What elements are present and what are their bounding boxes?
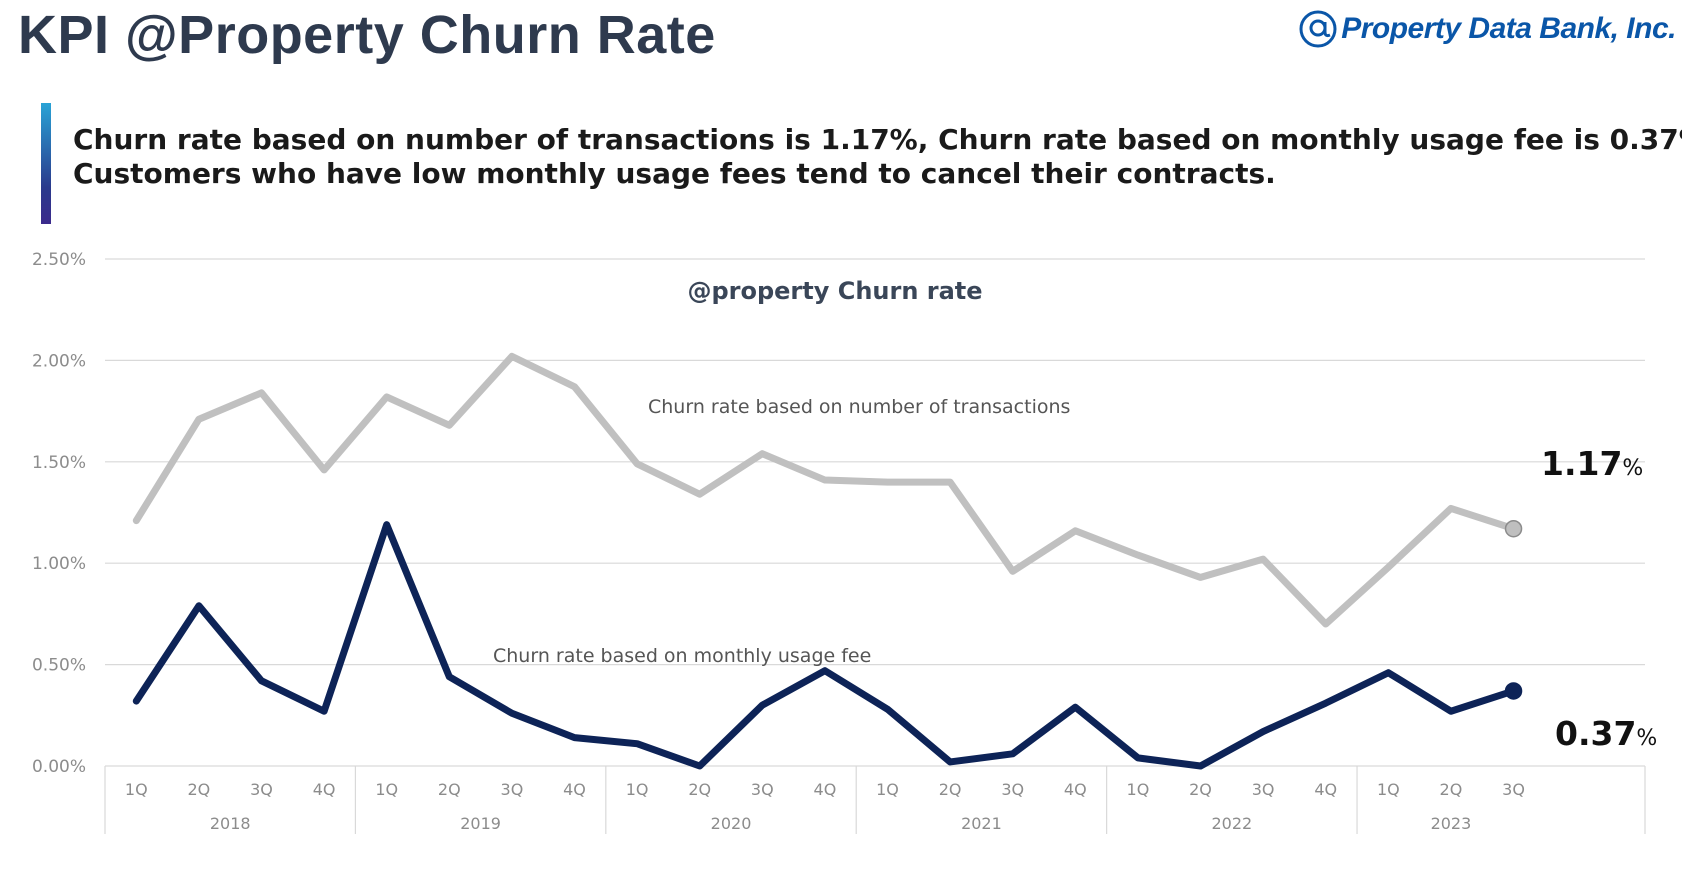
x-tick-label: 2Q xyxy=(1440,780,1463,799)
year-label: 2022 xyxy=(1211,814,1252,833)
series-usage-fee-line xyxy=(132,521,1518,770)
year-label: 2023 xyxy=(1431,814,1472,833)
x-tick-label: 1Q xyxy=(1127,780,1150,799)
x-tick-label: 2Q xyxy=(188,780,211,799)
x-tick-label: 3Q xyxy=(1502,780,1525,799)
x-tick-label: 2Q xyxy=(1189,780,1212,799)
x-tick-label: 1Q xyxy=(1377,780,1400,799)
y-tick-label: 2.50% xyxy=(32,250,86,270)
x-tick-label: 1Q xyxy=(876,780,899,799)
x-tick-label: 2Q xyxy=(939,780,962,799)
series-label-usage-fee: Churn rate based on monthly usage fee xyxy=(493,645,871,667)
chart-title: @property Churn rate xyxy=(687,277,982,305)
page-title: KPI @Property Churn Rate xyxy=(18,5,716,65)
x-tick-label: 3Q xyxy=(501,780,524,799)
series-label-transactions: Churn rate based on number of transactio… xyxy=(648,396,1070,418)
company-name: Property Data Bank, Inc. xyxy=(1341,12,1676,45)
y-tick-label: 2.00% xyxy=(32,351,86,371)
summary-line-1: Churn rate based on number of transactio… xyxy=(73,123,1682,156)
x-tick-label: 4Q xyxy=(1314,780,1337,799)
end-label-usage-fee: 0.37% xyxy=(1555,714,1657,753)
x-tick-label: 3Q xyxy=(751,780,774,799)
company-logo: Property Data Bank, Inc. xyxy=(1299,4,1676,54)
y-tick-label: 1.50% xyxy=(32,453,86,473)
x-tick-label: 3Q xyxy=(1252,780,1275,799)
summary-line-2: Customers who have low monthly usage fee… xyxy=(73,157,1276,190)
series-usage-fee-point xyxy=(1504,682,1523,700)
accent-bar xyxy=(41,103,51,224)
y-tick-label: 0.50% xyxy=(32,656,86,676)
summary-text: Churn rate based on number of transactio… xyxy=(73,123,1682,191)
x-tick-label: 1Q xyxy=(125,780,148,799)
x-tick-label: 1Q xyxy=(626,780,649,799)
x-tick-label: 4Q xyxy=(814,780,837,799)
series-transactions-point xyxy=(1504,519,1523,538)
x-tick-label: 2Q xyxy=(438,780,461,799)
y-tick-label: 0.00% xyxy=(32,757,86,777)
x-tick-label: 3Q xyxy=(250,780,273,799)
year-label: 2020 xyxy=(711,814,752,833)
x-tick-label: 2Q xyxy=(688,780,711,799)
end-label-usage-fee-unit: % xyxy=(1636,726,1657,751)
x-tick-label: 3Q xyxy=(1001,780,1024,799)
year-label: 2021 xyxy=(961,814,1002,833)
at-sign-icon xyxy=(1299,10,1337,48)
end-label-usage-fee-value: 0.37 xyxy=(1555,714,1636,753)
end-label-transactions-value: 1.17 xyxy=(1541,444,1622,483)
y-tick-label: 1.00% xyxy=(32,554,86,574)
year-label: 2019 xyxy=(460,814,501,833)
x-tick-label: 4Q xyxy=(313,780,336,799)
end-label-transactions-unit: % xyxy=(1622,456,1643,481)
end-label-transactions: 1.17% xyxy=(1541,444,1643,483)
x-tick-label: 4Q xyxy=(1064,780,1087,799)
year-label: 2018 xyxy=(210,814,251,833)
series-transactions-line xyxy=(132,352,1518,628)
x-tick-label: 1Q xyxy=(375,780,398,799)
x-tick-label: 4Q xyxy=(563,780,586,799)
